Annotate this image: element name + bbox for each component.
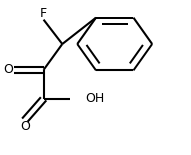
Text: F: F	[40, 7, 47, 20]
Text: O: O	[4, 63, 14, 76]
Text: OH: OH	[85, 92, 104, 105]
Text: O: O	[20, 120, 30, 133]
